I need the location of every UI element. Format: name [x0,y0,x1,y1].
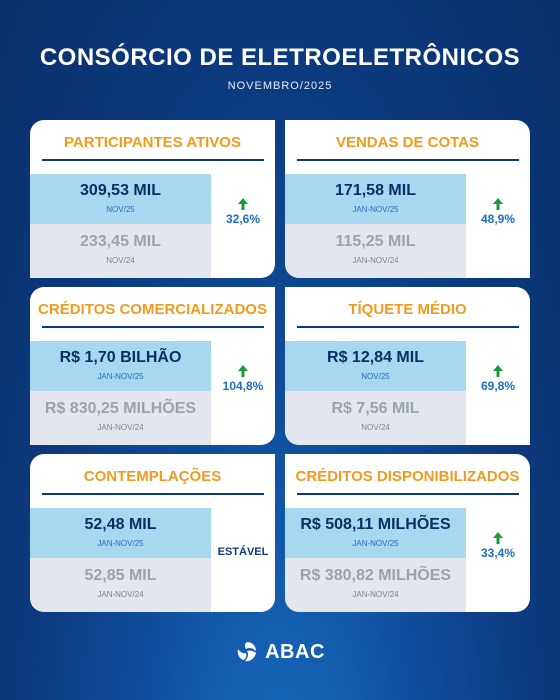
card-title: TÍQUETE MÉDIO [348,301,467,318]
current-period: JAN-NOV/25 [97,372,144,381]
card-title: CONTEMPLAÇÕES [83,468,222,485]
change-indicator: 48,9% [466,198,530,226]
card-divider [42,493,264,495]
previous-period-box: 52,85 MIL JAN-NOV/24 [30,558,211,612]
logo-text: ABAC [265,640,325,663]
card-vendas-de-cotas: VENDAS DE COTAS 171,58 MIL JAN-NOV/25 11… [285,120,530,278]
card-divider [42,159,264,161]
footer: ABAC [0,640,560,669]
change-percent: 48,9% [480,212,516,226]
change-indicator: 69,8% [466,365,530,393]
current-period-box: 52,48 MIL JAN-NOV/25 [30,508,211,558]
previous-value: R$ 380,82 MILHÕES [299,567,452,584]
previous-period-box: 233,45 MIL NOV/24 [30,224,211,278]
current-period-box: 171,58 MIL JAN-NOV/25 [285,174,466,224]
card-divider [42,326,264,328]
current-value: R$ 1,70 BILHÃO [59,349,182,366]
card-participantes-ativos: PARTICIPANTES ATIVOS 309,53 MIL NOV/25 2… [30,120,275,278]
card-tiquete-medio: TÍQUETE MÉDIO R$ 12,84 MIL NOV/25 R$ 7,5… [285,287,530,445]
current-period: JAN-NOV/25 [97,539,144,548]
previous-period: NOV/24 [106,256,135,265]
previous-value: 233,45 MIL [80,233,161,250]
change-indicator: 33,4% [466,532,530,560]
current-period-box: 309,53 MIL NOV/25 [30,174,211,224]
page-subtitle: NOVEMBRO/2025 [227,80,333,92]
current-period: JAN-NOV/25 [352,539,399,548]
arrow-up-icon [493,198,503,210]
card-divider [297,326,519,328]
arrow-up-icon [493,532,503,544]
current-period-box: R$ 1,70 BILHÃO JAN-NOV/25 [30,341,211,391]
current-value: R$ 12,84 MIL [327,349,424,366]
previous-period-box: R$ 7,56 MIL NOV/24 [285,391,466,445]
previous-value: R$ 830,25 MILHÕES [44,400,197,417]
change-percent: 33,4% [480,546,516,560]
arrow-up-icon [238,198,248,210]
previous-value: R$ 7,56 MIL [331,400,420,417]
card-title: VENDAS DE COTAS [335,134,480,151]
card-divider [297,493,519,495]
change-percent: 69,8% [480,379,516,393]
previous-period: JAN-NOV/24 [352,590,399,599]
current-value: 171,58 MIL [335,182,416,199]
current-period: JAN-NOV/25 [352,205,399,214]
arrow-up-icon [493,365,503,377]
change-percent: 104,8% [222,379,264,393]
change-percent: 32,6% [225,212,261,226]
previous-period: JAN-NOV/24 [97,590,144,599]
page-title: CONSÓRCIO DE ELETROELETRÔNICOS [39,44,521,71]
current-value: R$ 508,11 MILHÕES [300,516,451,533]
current-value: 52,48 MIL [84,516,157,533]
previous-period: JAN-NOV/24 [352,256,399,265]
previous-period: JAN-NOV/24 [97,423,144,432]
header: CONSÓRCIO DE ELETROELETRÔNICOS NOVEMBRO/… [0,44,560,92]
current-period-box: R$ 12,84 MIL NOV/25 [285,341,466,391]
current-period: NOV/25 [361,372,390,381]
arrow-up-icon [238,365,248,377]
previous-period-box: 115,25 MIL JAN-NOV/24 [285,224,466,278]
current-value: 309,53 MIL [80,182,161,199]
card-creditos-disponibilizados: CRÉDITOS DISPONIBILIZADOS R$ 508,11 MILH… [285,454,530,612]
previous-period: NOV/24 [361,423,390,432]
previous-value: 52,85 MIL [84,567,157,584]
stable-indicator: ESTÁVEL [217,546,269,558]
previous-period-box: R$ 830,25 MILHÕES JAN-NOV/24 [30,391,211,445]
card-title: CRÉDITOS DISPONIBILIZADOS [295,468,520,485]
previous-period-box: R$ 380,82 MILHÕES JAN-NOV/24 [285,558,466,612]
card-title: CRÉDITOS COMERCIALIZADOS [38,301,267,318]
previous-value: 115,25 MIL [335,233,416,250]
card-divider [297,159,519,161]
card-creditos-comercializados: CRÉDITOS COMERCIALIZADOS R$ 1,70 BILHÃO … [30,287,275,445]
change-indicator: 104,8% [211,365,275,393]
abac-logo: ABAC [235,640,325,664]
abac-swirl-logo-icon [237,642,257,662]
card-title: PARTICIPANTES ATIVOS [64,134,241,151]
current-period-box: R$ 508,11 MILHÕES JAN-NOV/25 [285,508,466,558]
change-indicator: 32,6% [211,198,275,226]
current-period: NOV/25 [106,205,135,214]
card-contemplacoes: CONTEMPLAÇÕES 52,48 MIL JAN-NOV/25 52,85… [30,454,275,612]
